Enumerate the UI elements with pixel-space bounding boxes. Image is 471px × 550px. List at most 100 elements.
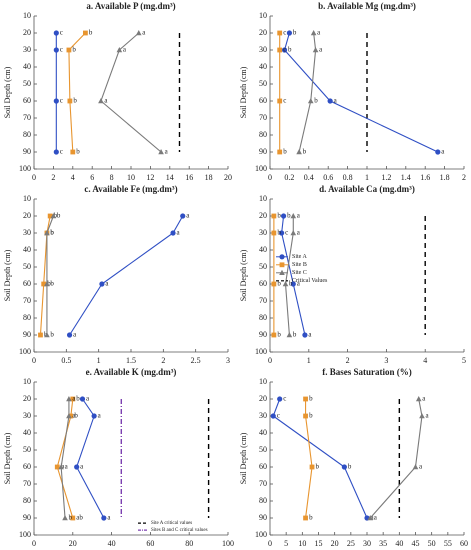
point [74, 464, 80, 470]
x-tick-label: 12 [146, 173, 154, 182]
x-tick-label: 8 [110, 173, 114, 182]
point-label: c [283, 395, 286, 403]
series-line [68, 32, 86, 153]
point [99, 281, 105, 287]
x-tick-label: 0 [32, 356, 36, 365]
point [44, 230, 50, 236]
x-tick-label: 10 [298, 539, 306, 548]
point-label: a [308, 331, 312, 339]
y-tick-label: 50 [23, 262, 31, 271]
point-label: b [293, 29, 297, 37]
point-label: c [60, 97, 63, 105]
series-line [272, 398, 368, 519]
point-label: c [60, 148, 63, 156]
point [277, 396, 283, 402]
y-tick-label: 90 [23, 330, 31, 339]
y-tick-label: 20 [259, 394, 267, 403]
y-tick-label: 80 [259, 313, 267, 322]
point-label: b [348, 463, 352, 471]
y-tick-label: 50 [23, 445, 31, 454]
y-tick-label: 60 [23, 96, 31, 105]
point-label: a [123, 46, 127, 54]
y-tick-label: 70 [23, 296, 31, 305]
chart-title: c. Available Fe (mg.dm³) [84, 184, 177, 194]
point [290, 230, 297, 236]
x-tick-label: 45 [412, 539, 420, 548]
x-tick-label: 5 [462, 356, 466, 365]
point-label: b [316, 463, 320, 471]
x-tick-label: 1.2 [381, 173, 391, 182]
y-tick-label: 70 [259, 113, 267, 122]
point-label: b [72, 46, 76, 54]
point-label: c [60, 29, 63, 37]
y-axis-label: Soil Depth (cm) [239, 432, 248, 484]
x-tick-label: 60 [460, 539, 468, 548]
x-tick-label: 40 [395, 539, 403, 548]
point [66, 413, 72, 419]
point [296, 149, 302, 155]
x-tick-label: 0 [268, 539, 272, 548]
point-label: c [283, 46, 286, 54]
y-tick-label: 30 [259, 411, 267, 420]
point-label: b [309, 514, 313, 522]
point [415, 396, 422, 402]
y-tick-label: 30 [23, 411, 31, 420]
series-line [100, 32, 162, 153]
x-tick-label: 6 [90, 173, 94, 182]
y-tick-label: 60 [23, 462, 31, 471]
point [277, 30, 283, 36]
point-label: a [107, 514, 111, 522]
point-label: b [73, 97, 77, 105]
chart-title: e. Available K (mg.dm³) [86, 367, 177, 377]
series-line [56, 398, 74, 519]
point-label: b [309, 395, 313, 403]
point [66, 396, 72, 402]
point [279, 262, 285, 268]
x-tick-label: 14 [166, 173, 174, 182]
y-tick-label: 20 [23, 394, 31, 403]
point-label: b [54, 212, 58, 220]
point [83, 30, 88, 36]
point [53, 149, 59, 155]
point [271, 281, 277, 287]
point [279, 230, 285, 236]
point-label: b [89, 29, 93, 37]
point [280, 213, 287, 219]
y-tick-label: 100 [255, 164, 267, 173]
y-tick-label: 10 [23, 377, 31, 386]
y-tick-label: 80 [23, 313, 31, 322]
point-label: b [74, 412, 78, 420]
y-tick-label: 100 [19, 164, 31, 173]
y-tick-label: 60 [259, 96, 267, 105]
x-tick-label: 0.4 [304, 173, 314, 182]
point-label: a [105, 280, 109, 288]
point [412, 464, 419, 470]
point [281, 47, 288, 53]
point [53, 98, 59, 104]
y-tick-label: 70 [259, 296, 267, 305]
point-label: a [371, 514, 375, 522]
point [53, 47, 59, 53]
point [367, 515, 374, 521]
y-axis-label: Soil Depth (cm) [239, 66, 248, 118]
y-tick-label: 30 [23, 228, 31, 237]
y-tick-label: 80 [259, 130, 267, 139]
point [303, 396, 308, 402]
point-label: c [285, 229, 288, 237]
point [290, 281, 296, 287]
series-line [284, 216, 294, 336]
y-axis-label: Soil Depth (cm) [3, 249, 12, 301]
y-tick-label: 50 [259, 262, 267, 271]
point-label: a [165, 148, 169, 156]
x-tick-label: 1.6 [420, 173, 430, 182]
point-label: b [50, 229, 54, 237]
y-tick-label: 50 [259, 445, 267, 454]
point-label: b [57, 212, 61, 220]
point-label: b [289, 280, 293, 288]
point [62, 515, 68, 521]
series-line [46, 215, 54, 335]
y-tick-label: 100 [19, 530, 31, 539]
point [286, 30, 292, 36]
point-label: b [309, 412, 313, 420]
point-label: b [314, 97, 318, 105]
